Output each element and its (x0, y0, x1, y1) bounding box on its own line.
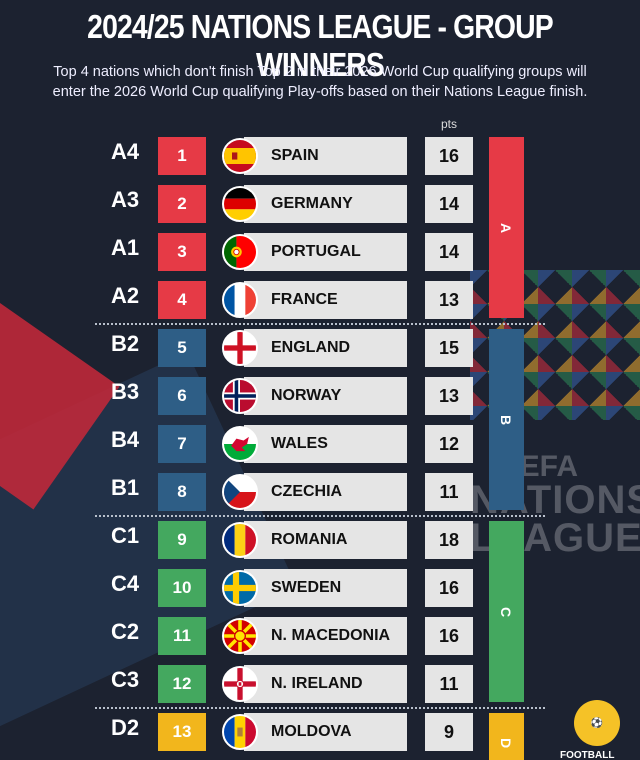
rank-badge: 10 (158, 569, 206, 607)
rank-badge: 11 (158, 617, 206, 655)
england-flag-icon (222, 330, 258, 366)
brand-text: FOOTBALL (560, 750, 615, 760)
pts-column-header: pts (440, 117, 457, 131)
points-value: 15 (425, 329, 473, 367)
team-name: ENGLAND (244, 329, 407, 367)
norway-flag-icon (222, 378, 258, 414)
romania-flag-icon (222, 522, 258, 558)
rank-badge: 9 (158, 521, 206, 559)
league-d-label: D (498, 737, 515, 749)
rank-badge: 5 (158, 329, 206, 367)
rank-badge: 6 (158, 377, 206, 415)
sweden-flag-icon (222, 570, 258, 606)
team-name: N. MACEDONIA (244, 617, 407, 655)
league-a-bar: A (489, 137, 524, 318)
moldova-flag-icon (222, 714, 258, 750)
league-b-label: B (498, 414, 515, 425)
table-row: C4 10 SWEDEN 16 (0, 569, 640, 607)
points-value: 16 (425, 137, 473, 175)
group-code: C3 (110, 667, 140, 692)
spain-flag-icon (222, 138, 258, 174)
table-row: B3 6 NORWAY 13 (0, 377, 640, 415)
table-row: C3 12 N. IRELAND 11 (0, 665, 640, 703)
league-divider (95, 323, 545, 325)
league-divider (95, 515, 545, 517)
league-c-bar: C (489, 521, 524, 702)
rank-badge: 4 (158, 281, 206, 319)
points-value: 11 (425, 665, 473, 703)
rank-badge: 8 (158, 473, 206, 511)
france-flag-icon (222, 282, 258, 318)
czechia-flag-icon (222, 474, 258, 510)
rank-badge: 1 (158, 137, 206, 175)
rank-badge: 2 (158, 185, 206, 223)
team-name: NORWAY (244, 377, 407, 415)
league-d-bar: D (489, 713, 524, 760)
team-name: ROMANIA (244, 521, 407, 559)
table-row: A2 4 FRANCE 13 (0, 281, 640, 319)
group-code: D2 (110, 715, 140, 740)
rank-badge: 7 (158, 425, 206, 463)
table-row: B2 5 ENGLAND 15 (0, 329, 640, 367)
wales-flag-icon (222, 426, 258, 462)
group-code: A4 (110, 139, 140, 164)
team-name: SWEDEN (244, 569, 407, 607)
group-code: B1 (110, 475, 140, 500)
rank-badge: 13 (158, 713, 206, 751)
group-code: B3 (110, 379, 140, 404)
subtitle-line: Top 4 nations which don't finish Top 2 i… (53, 64, 587, 80)
table-row: C1 9 ROMANIA 18 (0, 521, 640, 559)
points-value: 16 (425, 569, 473, 607)
group-code: A2 (110, 283, 140, 308)
table-row: B1 8 CZECHIA 11 (0, 473, 640, 511)
table-row: A1 3 PORTUGAL 14 (0, 233, 640, 271)
table-row: D2 13 MOLDOVA 9 (0, 713, 640, 751)
group-code: C1 (110, 523, 140, 548)
league-divider (95, 707, 545, 709)
group-code: B2 (110, 331, 140, 356)
group-code: B4 (110, 427, 140, 452)
points-value: 13 (425, 281, 473, 319)
germany-flag-icon (222, 186, 258, 222)
subtitle: Top 4 nations which don't finish Top 2 i… (20, 62, 620, 102)
points-value: 9 (425, 713, 473, 751)
points-value: 14 (425, 233, 473, 271)
points-value: 13 (425, 377, 473, 415)
rank-badge: 3 (158, 233, 206, 271)
team-name: SPAIN (244, 137, 407, 175)
league-b-bar: B (489, 329, 524, 510)
league-a-label: A (498, 222, 515, 233)
team-name: N. IRELAND (244, 665, 407, 703)
portugal-flag-icon (222, 234, 258, 270)
team-name: GERMANY (244, 185, 407, 223)
group-code: A1 (110, 235, 140, 260)
rank-badge: 12 (158, 665, 206, 703)
group-code: A3 (110, 187, 140, 212)
page-title: 2024/25 NATIONS LEAGUE - GROUP WINNERS (87, 8, 554, 83)
team-name: WALES (244, 425, 407, 463)
team-name: CZECHIA (244, 473, 407, 511)
table-row: B4 7 WALES 12 (0, 425, 640, 463)
group-code: C2 (110, 619, 140, 644)
points-value: 14 (425, 185, 473, 223)
points-value: 12 (425, 425, 473, 463)
table-row: A3 2 GERMANY 14 (0, 185, 640, 223)
team-name: MOLDOVA (244, 713, 407, 751)
points-value: 11 (425, 473, 473, 511)
league-c-label: C (498, 606, 515, 617)
team-name: PORTUGAL (244, 233, 407, 271)
points-value: 18 (425, 521, 473, 559)
team-name: FRANCE (244, 281, 407, 319)
brand-logo-icon: ⚽ (574, 700, 620, 746)
table-row: C2 11 N. MACEDONIA 16 (0, 617, 640, 655)
subtitle-line: enter the 2026 World Cup qualifying Play… (52, 84, 588, 100)
points-value: 16 (425, 617, 473, 655)
northern-ireland-flag-icon (222, 666, 258, 702)
group-code: C4 (110, 571, 140, 596)
table-row: A4 1 SPAIN 16 (0, 137, 640, 175)
north-macedonia-flag-icon (222, 618, 258, 654)
